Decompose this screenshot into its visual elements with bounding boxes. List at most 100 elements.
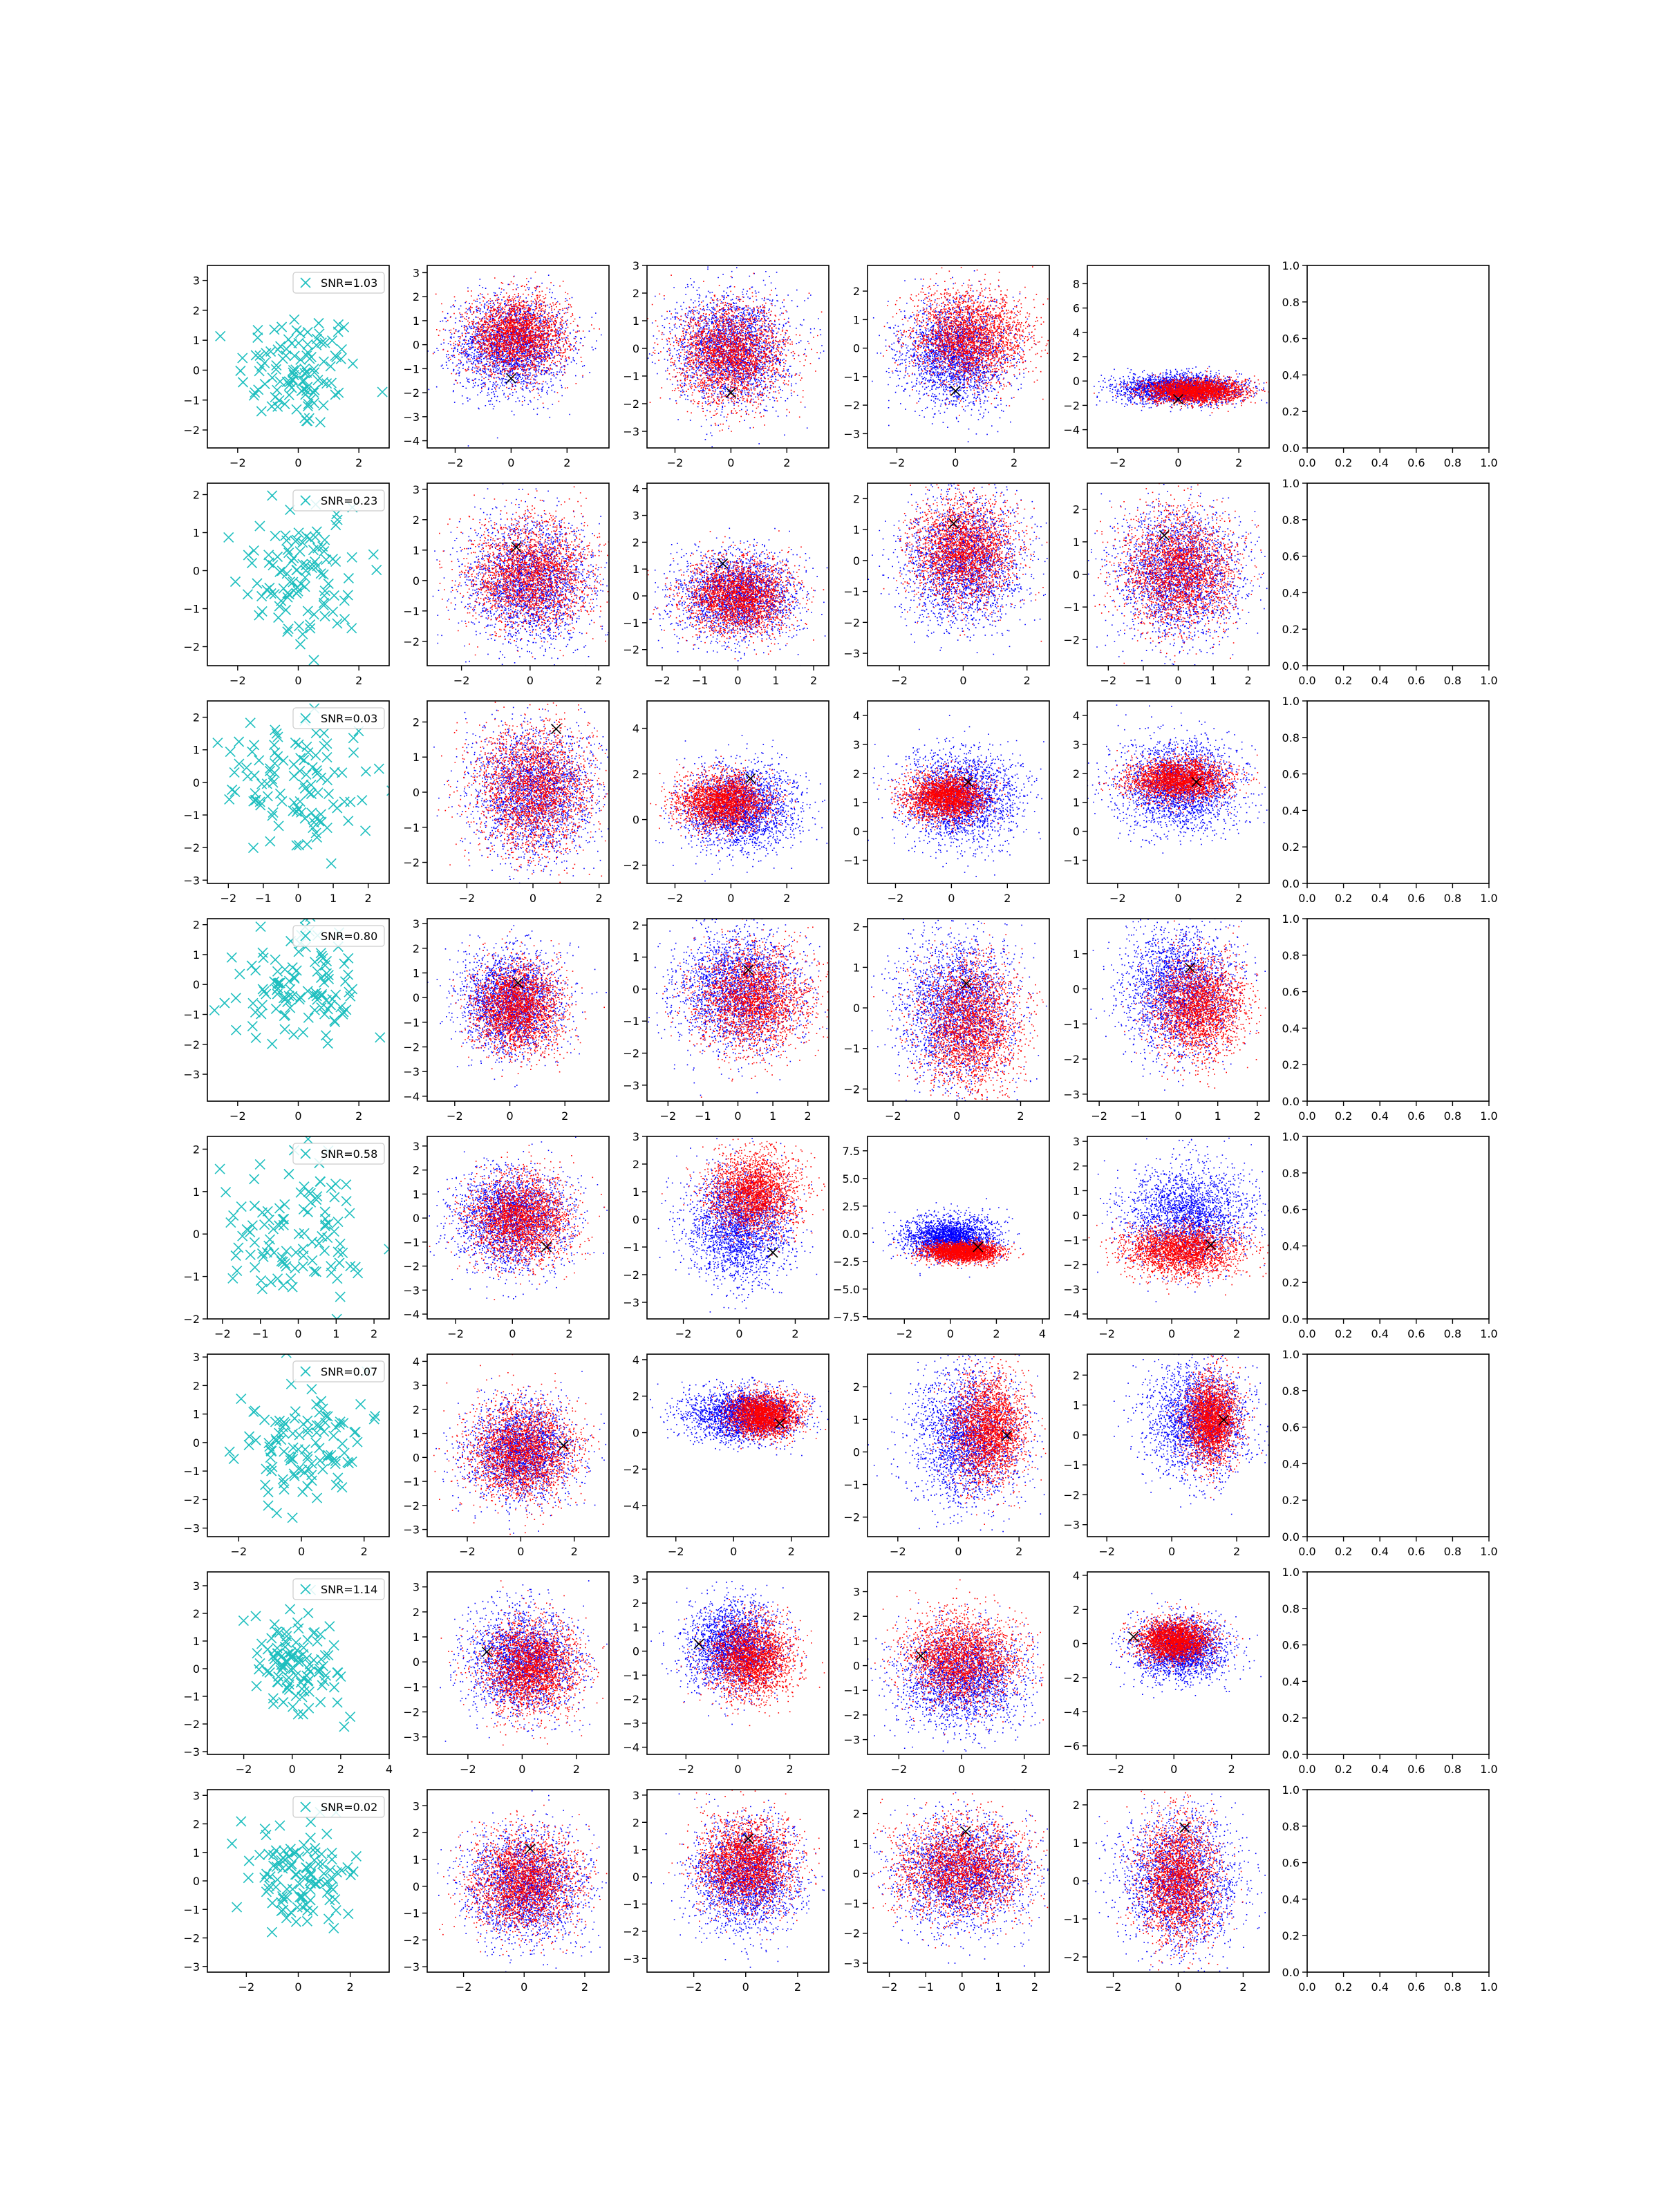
y-tick-label: −5.0 (833, 1283, 860, 1296)
y-tick-label: 0 (853, 554, 860, 568)
x-tick-label: −2 (885, 1109, 901, 1123)
x-tick-label: 0 (506, 1109, 513, 1123)
y-tick-label: 1.0 (1282, 1130, 1300, 1143)
x-tick-label: −2 (668, 1545, 684, 1558)
y-tick-label: −2 (403, 1933, 420, 1947)
y-tick-label: 1 (413, 1853, 420, 1866)
plot-area (619, 528, 870, 666)
axes-frame (1307, 1790, 1489, 1972)
y-tick-label: 1 (853, 1837, 860, 1850)
x-tick-label: 0.8 (1444, 892, 1461, 905)
x-tick-label: 0 (1174, 1109, 1181, 1123)
y-tick-label: −2 (403, 635, 420, 648)
y-tick-label: 1.0 (1282, 695, 1300, 708)
y-tick-label: 1 (1073, 536, 1080, 549)
plot-area (1075, 704, 1277, 854)
y-tick-label: 1 (413, 1427, 420, 1441)
y-tick-label: −3 (183, 1960, 200, 1974)
y-tick-label: 0 (632, 1427, 639, 1440)
y-tick-label: 0.2 (1282, 1712, 1300, 1725)
legend-label: SNR=0.80 (321, 930, 377, 943)
y-tick-label: 3 (413, 1581, 420, 1594)
y-tick-label: −1 (183, 394, 200, 407)
y-tick-label: 0 (193, 1875, 200, 1888)
y-tick-label: −1 (183, 1271, 200, 1284)
x-tick-label: −2 (447, 1327, 464, 1340)
y-tick-label: 0.6 (1282, 1203, 1300, 1217)
series-red-points (1107, 1781, 1244, 1983)
x-tick-label: 1.0 (1480, 1545, 1497, 1558)
x-tick-label: 2 (595, 674, 602, 687)
x-tick-label: −2 (888, 892, 904, 905)
y-tick-label: −3 (843, 1734, 860, 1747)
x-tick-label: 2 (1235, 892, 1242, 905)
y-tick-label: 0 (413, 339, 420, 352)
plot-area (868, 454, 1048, 666)
y-tick-label: 0 (632, 590, 639, 603)
axes-frame (1307, 1136, 1489, 1319)
y-tick-label: 2 (1073, 1603, 1080, 1616)
y-tick-label: −3 (403, 1524, 420, 1537)
y-tick-label: −2 (623, 397, 639, 411)
series-red-points (415, 931, 605, 1077)
y-tick-label: 2 (193, 304, 200, 317)
y-tick-label: 0 (853, 1445, 860, 1459)
y-tick-label: 0.0 (1282, 1530, 1300, 1544)
axes-frame (868, 483, 1049, 666)
y-tick-label: 0.4 (1282, 368, 1300, 382)
y-tick-label: 0.0 (1282, 877, 1300, 890)
series-red-points (668, 1790, 820, 1940)
y-tick-label: 1 (1073, 1399, 1080, 1412)
y-tick-label: −1 (843, 1897, 860, 1910)
y-tick-label: −2 (403, 856, 420, 870)
x-tick-label: 2 (347, 1980, 354, 1994)
y-tick-label: 2 (413, 1606, 420, 1619)
y-tick-label: −4 (1063, 1308, 1080, 1321)
legend: SNR=0.07 (293, 1361, 384, 1382)
y-tick-label: 1 (632, 563, 639, 576)
x-tick-label: 2 (1031, 1980, 1038, 1994)
y-tick-label: −1 (1063, 601, 1080, 614)
x-tick-label: 1.0 (1480, 674, 1497, 687)
x-tick-label: 0 (294, 892, 301, 905)
x-tick-label: −2 (1098, 1327, 1115, 1340)
y-tick-label: −2 (403, 1499, 420, 1512)
x-tick-label: 0 (735, 1327, 742, 1340)
plot-area (1085, 1134, 1300, 1302)
y-tick-label: 2 (853, 1610, 860, 1623)
y-tick-label: −2 (843, 1082, 860, 1096)
y-tick-label: −2 (183, 424, 200, 437)
x-tick-label: 0 (527, 674, 534, 687)
y-tick-label: −1 (183, 1008, 200, 1021)
x-tick-label: −2 (229, 674, 246, 687)
reference-x-marker (768, 1248, 778, 1257)
y-tick-label: 0.6 (1282, 550, 1300, 563)
y-tick-label: 1 (193, 1408, 200, 1421)
x-tick-label: 2 (596, 892, 603, 905)
axes-frame (1087, 483, 1269, 666)
y-tick-label: −3 (1063, 1283, 1080, 1296)
y-tick-label: 0.0 (1282, 1095, 1300, 1108)
y-tick-label: −2 (623, 1047, 639, 1060)
x-tick-label: −2 (891, 1763, 908, 1776)
x-tick-label: 0 (294, 1327, 301, 1340)
y-tick-label: 0.4 (1282, 1675, 1300, 1688)
plot-area (433, 1354, 606, 1546)
y-tick-label: −1 (403, 821, 420, 834)
x-tick-label: 1 (995, 1980, 1002, 1994)
series-blue-points (422, 686, 629, 885)
x-tick-label: 0.6 (1407, 892, 1425, 905)
series-blue-points (655, 735, 827, 881)
plot-area (632, 884, 845, 1105)
x-tick-label: −2 (686, 1980, 702, 1994)
y-tick-label: 0 (413, 1880, 420, 1893)
x-tick-label: −2 (229, 1109, 246, 1123)
y-tick-label: −1 (1063, 1459, 1080, 1472)
y-tick-label: 0.8 (1282, 1820, 1300, 1833)
